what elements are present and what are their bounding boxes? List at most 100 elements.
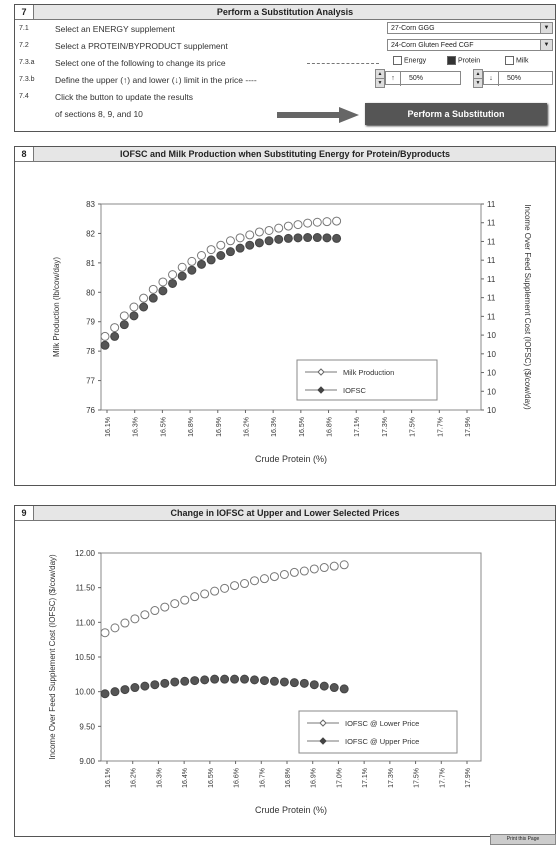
step-row: 7.2 Select a PROTEIN/BYPRODUCT supplemen… bbox=[15, 39, 395, 53]
x-tick-label: 16.3% bbox=[271, 417, 278, 437]
data-point bbox=[245, 240, 255, 250]
option-label: Energy bbox=[404, 57, 427, 65]
y2-tick-label: 11 bbox=[487, 294, 496, 303]
data-point bbox=[129, 302, 139, 312]
option-milk[interactable]: Milk bbox=[505, 56, 528, 66]
section-number: 8 bbox=[15, 147, 34, 161]
y2-tick-label: 11 bbox=[487, 200, 496, 209]
option-label: Milk bbox=[516, 57, 529, 65]
protein-select[interactable]: 24-Corn Gluten Feed CGF ▼ bbox=[387, 39, 553, 51]
data-point bbox=[264, 225, 274, 235]
energy-select-value: 27-Corn GGG bbox=[391, 25, 435, 32]
x-tick-label: 16.5% bbox=[160, 417, 167, 437]
data-point bbox=[100, 340, 110, 350]
substitution-panel: 7 Perform a Substitution Analysis 7.1 Se… bbox=[14, 4, 556, 132]
perform-substitution-button[interactable]: Perform a Substitution bbox=[365, 103, 547, 125]
data-point bbox=[225, 236, 235, 246]
x-tick-label: 17.3% bbox=[382, 417, 389, 437]
legend-label: Milk Production bbox=[343, 368, 394, 377]
data-point bbox=[187, 256, 197, 266]
data-point bbox=[293, 220, 303, 230]
data-point bbox=[254, 227, 264, 237]
y-tick-label: 80 bbox=[86, 288, 95, 297]
data-point bbox=[274, 223, 284, 233]
y2-tick-label: 11 bbox=[487, 256, 496, 265]
step-row: 7.4 Click the button to update the resul… bbox=[15, 90, 395, 104]
data-point bbox=[299, 678, 309, 688]
spin-down-button[interactable]: ▼ bbox=[473, 78, 483, 88]
checkbox-checked-icon[interactable] bbox=[447, 56, 456, 65]
data-point bbox=[329, 683, 339, 693]
legend-label: IOFSC bbox=[343, 386, 367, 395]
step-row: 7.3.a Select one of the following to cha… bbox=[15, 56, 395, 70]
y-tick-label: 9.50 bbox=[79, 722, 95, 731]
x-tick-label: 17.9% bbox=[465, 417, 472, 437]
option-energy[interactable]: Energy bbox=[393, 56, 426, 66]
data-point bbox=[180, 676, 190, 686]
x-axis-label: Crude Protein (%) bbox=[255, 805, 327, 815]
x-axis-label: Crude Protein (%) bbox=[255, 454, 327, 464]
checkbox-icon[interactable] bbox=[393, 56, 402, 65]
data-point bbox=[119, 320, 129, 330]
data-point bbox=[216, 251, 226, 260]
data-point bbox=[148, 293, 158, 303]
data-point bbox=[230, 581, 240, 591]
data-point bbox=[230, 674, 240, 684]
data-point bbox=[168, 270, 178, 280]
legend-label: IOFSC @ Upper Price bbox=[345, 737, 419, 746]
data-point bbox=[200, 589, 210, 599]
energy-select[interactable]: 27-Corn GGG ▼ bbox=[387, 22, 553, 34]
section-8-header: 8 IOFSC and Milk Production when Substit… bbox=[15, 147, 555, 162]
lower-limit-field[interactable]: ↓ 50% bbox=[483, 71, 553, 86]
data-point bbox=[259, 574, 269, 584]
y-tick-label: 78 bbox=[86, 347, 95, 356]
y2-tick-label: 11 bbox=[487, 237, 496, 246]
print-page-button[interactable]: Print this Page bbox=[490, 834, 556, 845]
legend-marker bbox=[319, 719, 327, 727]
data-point bbox=[293, 233, 303, 243]
y-tick-label: 81 bbox=[86, 259, 95, 268]
data-point bbox=[339, 684, 349, 694]
data-point bbox=[130, 614, 140, 624]
checkbox-icon[interactable] bbox=[505, 56, 514, 65]
data-point bbox=[319, 681, 329, 691]
data-point bbox=[279, 677, 289, 687]
option-protein[interactable]: Protein bbox=[447, 56, 480, 66]
data-point bbox=[269, 676, 279, 686]
step-row: of sections 8, 9, and 10 bbox=[15, 107, 395, 121]
step-row: 7.1 Select an ENERGY supplement bbox=[15, 22, 395, 36]
y2-tick-label: 11 bbox=[487, 312, 496, 321]
data-point bbox=[225, 247, 235, 257]
spin-down-button[interactable]: ▼ bbox=[375, 78, 385, 88]
upper-limit-field[interactable]: ↑ 50% bbox=[385, 71, 461, 86]
chevron-down-icon[interactable]: ▼ bbox=[540, 40, 552, 50]
data-point bbox=[216, 240, 226, 250]
data-point bbox=[120, 685, 130, 695]
data-point bbox=[150, 606, 160, 616]
y-tick-label: 83 bbox=[86, 200, 95, 209]
x-tick-label: 17.7% bbox=[437, 417, 444, 437]
step-number: 7.2 bbox=[19, 42, 29, 49]
step-text: of sections 8, 9, and 10 bbox=[55, 109, 143, 119]
data-point bbox=[139, 302, 149, 312]
y-tick-label: 10.00 bbox=[75, 688, 96, 697]
x-tick-label: 17.9% bbox=[465, 768, 472, 788]
data-point bbox=[100, 331, 110, 341]
section-number: 9 bbox=[15, 506, 34, 520]
section-title: Change in IOFSC at Upper and Lower Selec… bbox=[170, 508, 400, 518]
step-number: 7.1 bbox=[19, 25, 29, 32]
y2-tick-label: 10 bbox=[487, 406, 496, 415]
data-point bbox=[332, 216, 342, 226]
arrow-up-icon: ↑ bbox=[386, 72, 401, 86]
legend-box bbox=[298, 710, 458, 754]
chevron-down-icon[interactable]: ▼ bbox=[540, 23, 552, 33]
data-point bbox=[168, 278, 178, 288]
y-tick-label: 79 bbox=[86, 318, 95, 327]
data-point bbox=[177, 262, 187, 272]
arrow-down-icon: ↓ bbox=[484, 72, 499, 86]
data-point bbox=[170, 599, 180, 609]
data-point bbox=[139, 293, 149, 303]
legend-marker bbox=[317, 386, 325, 394]
data-point bbox=[245, 230, 255, 240]
data-point bbox=[339, 560, 349, 570]
